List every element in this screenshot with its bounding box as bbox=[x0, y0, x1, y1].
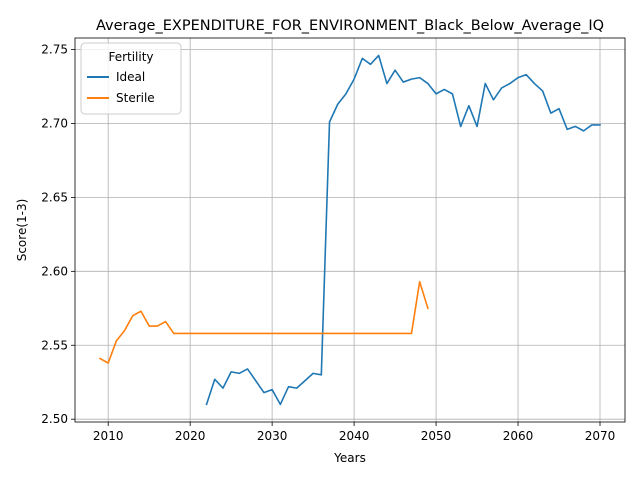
y-axis-ticks: 2.50 2.55 2.60 2.65 2.70 2.75 bbox=[41, 43, 75, 426]
x-tick-label: 2060 bbox=[503, 429, 534, 443]
x-tick-label: 2070 bbox=[585, 429, 616, 443]
grid-lines bbox=[75, 38, 625, 422]
y-tick-label: 2.50 bbox=[41, 412, 68, 426]
plot-area-frame bbox=[74, 37, 626, 423]
legend-title: Fertility bbox=[108, 50, 153, 64]
series-lines bbox=[98, 54, 601, 406]
y-tick-label: 2.60 bbox=[41, 264, 68, 278]
y-tick-label: 2.55 bbox=[41, 338, 68, 352]
chart-title: Average_EXPENDITURE_FOR_ENVIRONMENT_Blac… bbox=[96, 18, 604, 34]
legend-label-sterile: Sterile bbox=[116, 91, 155, 105]
y-tick-label: 2.70 bbox=[41, 116, 68, 130]
y-axis-label: Score(1-3) bbox=[15, 199, 29, 262]
x-tick-label: 2030 bbox=[257, 429, 288, 443]
x-tick-label: 2010 bbox=[93, 429, 124, 443]
x-axis-ticks: 2010 2020 2030 2040 2050 2060 2070 bbox=[93, 422, 615, 443]
x-tick-label: 2040 bbox=[339, 429, 370, 443]
legend-label-ideal: Ideal bbox=[116, 70, 145, 84]
series-line-sterile bbox=[98, 280, 429, 364]
series-line-ideal bbox=[205, 54, 601, 406]
x-axis-label: Years bbox=[333, 451, 366, 465]
legend: Fertility Ideal Sterile bbox=[80, 42, 182, 115]
legend-box bbox=[80, 42, 182, 115]
y-tick-label: 2.75 bbox=[41, 43, 68, 57]
x-tick-label: 2050 bbox=[421, 429, 452, 443]
y-tick-label: 2.65 bbox=[41, 190, 68, 204]
x-tick-label: 2020 bbox=[175, 429, 206, 443]
